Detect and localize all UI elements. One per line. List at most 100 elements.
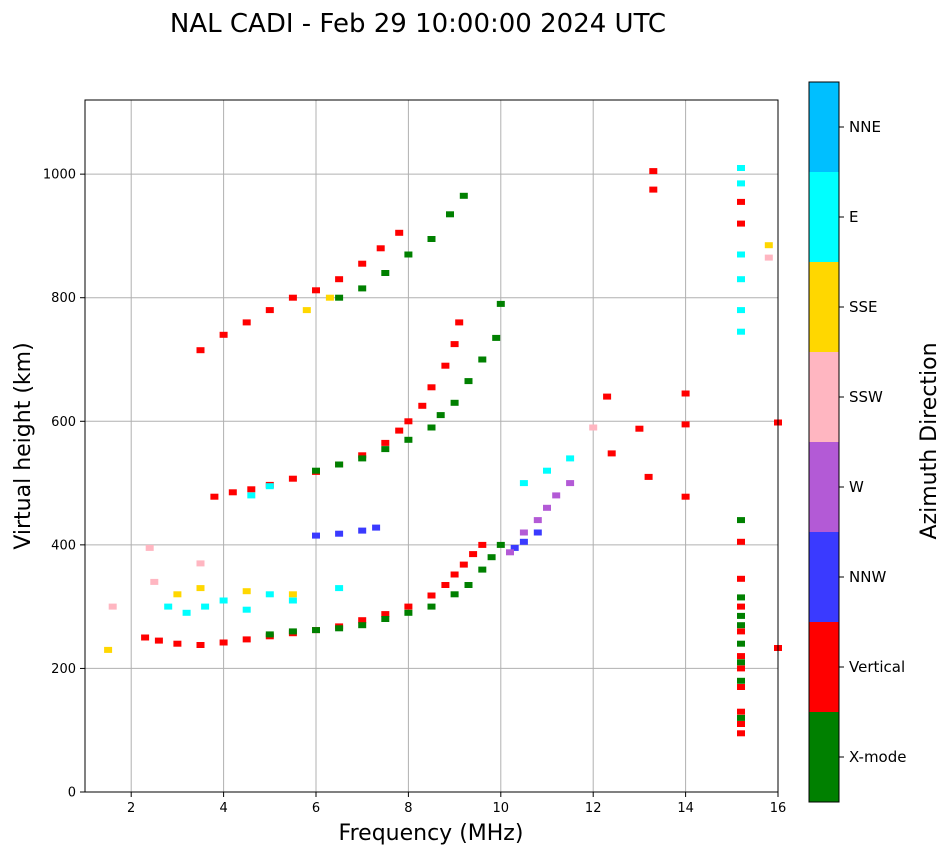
- colorbar-segment: [809, 622, 839, 712]
- data-point: [219, 331, 228, 338]
- data-point: [510, 544, 519, 551]
- series-vertical: [603, 168, 782, 651]
- data-point: [381, 446, 390, 453]
- x-tick-label: 14: [677, 801, 694, 816]
- data-point: [335, 625, 344, 632]
- y-axis-label: Virtual height (km): [11, 342, 36, 549]
- data-point: [737, 538, 745, 545]
- data-point: [395, 229, 404, 236]
- data-point: [312, 532, 320, 539]
- y-tick-label: 800: [51, 291, 76, 306]
- data-point: [737, 721, 745, 727]
- series-vertical: [737, 198, 745, 737]
- data-point: [649, 168, 658, 175]
- data-point: [566, 455, 575, 462]
- data-point: [737, 180, 745, 187]
- data-point: [265, 591, 274, 598]
- colorbar-tick-label: W: [849, 478, 864, 496]
- x-tick-label: 12: [585, 801, 602, 816]
- colorbar-tick-label: NNE: [849, 118, 881, 136]
- data-point: [418, 402, 427, 409]
- data-point: [404, 609, 413, 616]
- series-vertical: [196, 229, 404, 354]
- series-sse: [104, 242, 773, 653]
- y-tick-label: 200: [51, 662, 76, 677]
- data-point: [459, 192, 468, 199]
- data-point: [242, 606, 251, 613]
- colorbar-segment: [809, 532, 839, 622]
- data-point: [312, 467, 320, 474]
- data-point: [404, 418, 413, 425]
- axis-ticks: 2 4 6 8 10 12 14 16 0 200 400 600 800 1000: [43, 168, 786, 816]
- data-point: [496, 541, 505, 548]
- data-point: [381, 270, 390, 276]
- data-point: [141, 634, 150, 641]
- x-tick-label: 2: [127, 801, 135, 816]
- data-point: [247, 486, 256, 493]
- data-point: [737, 307, 745, 314]
- data-point: [519, 529, 528, 536]
- data-point: [446, 211, 454, 218]
- data-point: [358, 285, 367, 292]
- data-point: [312, 287, 320, 294]
- data-points: [104, 165, 782, 737]
- data-point: [265, 631, 274, 638]
- data-point: [635, 425, 644, 432]
- colorbar-frame: [808, 81, 840, 803]
- series-ssw: [108, 254, 773, 610]
- chart-title: NAL CADI - Feb 29 10:00:00 2024 UTC: [170, 9, 666, 39]
- data-point: [464, 582, 473, 588]
- colorbar-tick-label: Vertical: [849, 658, 905, 676]
- data-point: [506, 549, 514, 556]
- data-point: [737, 708, 745, 715]
- data-point: [519, 480, 528, 487]
- data-point: [681, 390, 690, 397]
- data-point: [764, 254, 773, 261]
- data-point: [737, 594, 745, 601]
- data-point: [219, 597, 228, 604]
- data-point: [247, 492, 256, 499]
- data-point: [196, 560, 205, 567]
- x-tick-label: 6: [312, 801, 320, 816]
- data-point: [519, 538, 528, 545]
- data-point: [478, 541, 487, 548]
- colorbar-segment: [809, 262, 839, 352]
- series-x-mode: [265, 541, 505, 638]
- data-point: [737, 165, 745, 171]
- data-point: [441, 362, 450, 369]
- data-point: [737, 684, 745, 690]
- data-point: [543, 504, 551, 511]
- data-point: [145, 544, 154, 551]
- series-vertical: [210, 319, 464, 500]
- data-point: [427, 236, 436, 242]
- data-point: [376, 245, 385, 252]
- x-tick-label: 4: [219, 801, 227, 816]
- data-point: [737, 251, 745, 258]
- colorbar-tick-label: X-mode: [849, 748, 906, 766]
- data-point: [737, 575, 745, 582]
- data-point: [478, 356, 487, 363]
- y-tick-label: 400: [51, 538, 76, 553]
- data-point: [104, 646, 113, 653]
- data-point: [450, 571, 459, 578]
- data-point: [335, 276, 344, 283]
- series-x-mode: [335, 192, 468, 301]
- data-point: [737, 665, 745, 672]
- data-point: [182, 609, 191, 616]
- data-point: [381, 616, 390, 622]
- data-point: [325, 294, 334, 301]
- data-point: [372, 524, 381, 531]
- data-point: [210, 493, 219, 500]
- data-point: [644, 473, 653, 480]
- grid-lines: [85, 100, 779, 792]
- data-point: [607, 450, 616, 457]
- data-point: [154, 637, 163, 644]
- x-axis-label: Frequency (MHz): [339, 821, 524, 846]
- data-point: [196, 642, 205, 648]
- data-point: [533, 529, 542, 536]
- data-point: [219, 639, 228, 646]
- data-point: [764, 242, 773, 249]
- data-point: [737, 659, 745, 666]
